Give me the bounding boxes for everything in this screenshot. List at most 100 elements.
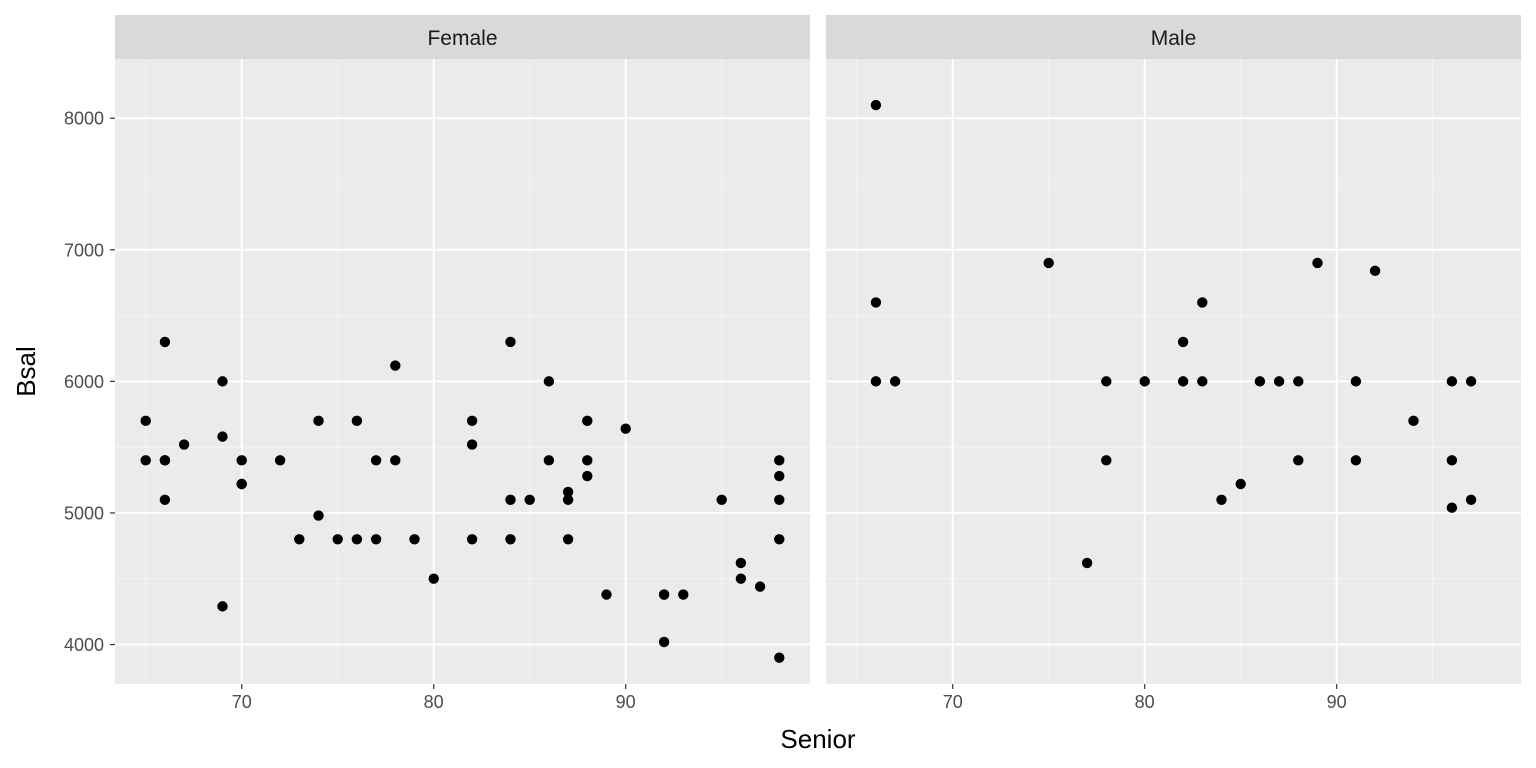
data-point bbox=[159, 494, 171, 505]
x-tick-label: 70 bbox=[943, 692, 963, 712]
data-point bbox=[543, 455, 555, 466]
data-point bbox=[1101, 455, 1112, 466]
data-point bbox=[1235, 478, 1246, 490]
data-point bbox=[140, 455, 151, 466]
points-male bbox=[870, 99, 1477, 569]
y-axis-ticks: 4000 5000 6000 7000 8000 bbox=[64, 109, 115, 655]
x-axis-ticks-female: 70 80 90 bbox=[232, 684, 636, 712]
data-point bbox=[159, 336, 171, 348]
data-point bbox=[1177, 336, 1189, 348]
data-point bbox=[390, 455, 401, 466]
data-point bbox=[1369, 265, 1381, 277]
data-point bbox=[313, 415, 324, 427]
data-point bbox=[217, 376, 228, 387]
plot-background-female bbox=[115, 59, 810, 684]
data-point bbox=[601, 589, 612, 600]
data-point bbox=[1465, 376, 1477, 387]
data-point bbox=[1293, 455, 1304, 466]
data-point bbox=[658, 589, 670, 600]
x-tick-label: 90 bbox=[616, 692, 636, 712]
data-point bbox=[1446, 376, 1458, 387]
data-point bbox=[889, 376, 901, 387]
x-axis-title: Senior bbox=[780, 724, 855, 754]
data-point bbox=[178, 439, 190, 450]
data-point bbox=[370, 455, 382, 466]
data-point bbox=[1350, 376, 1362, 387]
data-point bbox=[582, 415, 593, 427]
data-point bbox=[774, 534, 785, 545]
data-point bbox=[159, 455, 171, 466]
data-point bbox=[1197, 376, 1208, 387]
data-point bbox=[1081, 557, 1093, 569]
data-point bbox=[370, 534, 382, 545]
data-point bbox=[1293, 376, 1304, 387]
plot-background-male bbox=[826, 59, 1521, 684]
data-point bbox=[466, 534, 478, 545]
data-point bbox=[294, 534, 305, 545]
data-point bbox=[1312, 257, 1323, 269]
gridlines-female bbox=[115, 59, 810, 684]
data-point bbox=[774, 494, 785, 505]
data-point bbox=[1446, 502, 1458, 513]
data-point bbox=[390, 360, 401, 371]
data-point bbox=[620, 423, 631, 434]
data-point bbox=[1139, 376, 1150, 387]
data-point bbox=[735, 557, 747, 569]
data-point bbox=[1216, 494, 1227, 505]
data-point bbox=[735, 573, 747, 584]
data-point bbox=[351, 415, 363, 427]
data-point bbox=[1043, 257, 1054, 269]
data-point bbox=[466, 415, 478, 427]
data-point bbox=[466, 439, 478, 450]
data-point bbox=[236, 455, 247, 466]
data-point bbox=[870, 297, 882, 308]
x-axis-ticks-male: 70 80 90 bbox=[943, 684, 1347, 712]
data-point bbox=[1408, 415, 1419, 427]
data-point bbox=[678, 589, 689, 600]
data-point bbox=[562, 486, 574, 498]
strip-male bbox=[826, 15, 1521, 59]
y-tick-label: 4000 bbox=[64, 635, 104, 655]
data-point bbox=[870, 99, 882, 111]
x-tick-label: 80 bbox=[424, 692, 444, 712]
data-point bbox=[505, 494, 516, 505]
y-tick-label: 5000 bbox=[64, 503, 104, 523]
data-point bbox=[582, 455, 593, 466]
data-point bbox=[409, 534, 420, 545]
data-point bbox=[562, 494, 574, 505]
data-point bbox=[1101, 376, 1112, 387]
y-tick-label: 8000 bbox=[64, 109, 104, 129]
data-point bbox=[658, 636, 670, 648]
data-point bbox=[774, 652, 785, 663]
panel-female: Female 70 80 90 bbox=[115, 15, 810, 712]
data-point bbox=[332, 534, 343, 545]
data-point bbox=[1446, 455, 1458, 466]
x-tick-label: 90 bbox=[1327, 692, 1347, 712]
strip-label-female: Female bbox=[427, 27, 497, 50]
data-point bbox=[1350, 455, 1362, 466]
y-tick-label: 6000 bbox=[64, 372, 104, 392]
data-point bbox=[217, 601, 228, 612]
panel-male: Male 70 80 90 bbox=[826, 15, 1521, 712]
data-point bbox=[236, 478, 247, 490]
strip-label-male: Male bbox=[1151, 27, 1197, 50]
data-point bbox=[140, 415, 151, 427]
data-point bbox=[1177, 376, 1189, 387]
strip-female bbox=[115, 15, 810, 59]
data-point bbox=[351, 534, 363, 545]
data-point bbox=[274, 455, 286, 466]
data-point bbox=[505, 336, 516, 348]
y-axis-title: Bsal bbox=[11, 346, 41, 397]
data-point bbox=[754, 581, 766, 592]
data-point bbox=[1254, 376, 1266, 387]
data-point bbox=[716, 494, 727, 505]
data-point bbox=[428, 573, 439, 584]
data-point bbox=[870, 376, 882, 387]
data-point bbox=[582, 470, 593, 482]
data-point bbox=[1465, 494, 1477, 505]
data-point bbox=[217, 431, 228, 442]
data-point bbox=[774, 455, 785, 466]
data-point bbox=[543, 376, 555, 387]
gridlines-male bbox=[826, 59, 1521, 684]
